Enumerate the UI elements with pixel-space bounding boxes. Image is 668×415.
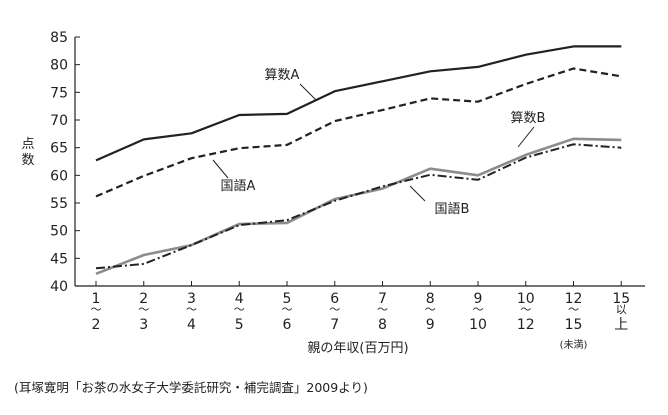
y-tick-label: 75 bbox=[50, 85, 68, 101]
x-tick-label: 6 bbox=[330, 291, 339, 307]
x-tick-label: 1 bbox=[92, 291, 101, 307]
y-tick-label: 45 bbox=[50, 251, 68, 267]
y-tick-label: 65 bbox=[50, 141, 68, 157]
x-tick-label: 2 bbox=[139, 291, 148, 307]
x-tick-label: 4 bbox=[187, 317, 196, 333]
x-tick-label: 9 bbox=[474, 291, 483, 307]
x-tick-label: ～ bbox=[329, 303, 340, 316]
x-tick-label: 5 bbox=[283, 291, 292, 307]
x-tick-label: 以 bbox=[616, 303, 627, 316]
x-tick-label: ～ bbox=[234, 303, 245, 316]
x-tick-label: 8 bbox=[426, 291, 435, 307]
series-label-leader bbox=[299, 83, 317, 101]
series-label: 算数A bbox=[265, 68, 300, 83]
x-tick-label: 7 bbox=[378, 291, 387, 307]
x-tick-label: (未満) bbox=[560, 339, 588, 351]
axes: 404550556065707580851～22～33～44～55～66～77～… bbox=[50, 30, 645, 351]
series-line-4 bbox=[95, 143, 622, 270]
series-label-leader bbox=[517, 126, 535, 148]
y-tick-label: 60 bbox=[50, 168, 68, 184]
x-tick-label: ～ bbox=[91, 303, 102, 316]
x-tick-label: 4 bbox=[235, 291, 244, 307]
series-label: 国語B bbox=[435, 201, 470, 217]
x-tick-label: 9 bbox=[426, 317, 435, 333]
x-tick-label: ～ bbox=[282, 303, 293, 316]
series-label-leader bbox=[212, 159, 229, 179]
x-tick-label: 3 bbox=[139, 317, 148, 333]
series-label-leader bbox=[409, 185, 426, 202]
x-tick-label: 12 bbox=[517, 317, 535, 333]
y-tick-label: 85 bbox=[50, 30, 68, 46]
x-tick-label: ～ bbox=[568, 303, 579, 316]
y-tick-label: 55 bbox=[50, 196, 68, 212]
x-tick-label: 15 bbox=[565, 317, 583, 333]
series-lines bbox=[95, 45, 622, 276]
x-tick-label: 8 bbox=[378, 317, 387, 333]
x-tick-label: 10 bbox=[469, 317, 487, 333]
x-tick-label: 3 bbox=[187, 291, 196, 307]
x-tick-label: 2 bbox=[92, 317, 101, 333]
y-tick-label: 70 bbox=[50, 113, 68, 129]
y-tick-label: 50 bbox=[50, 224, 68, 240]
series-labels: 算数A 国語A 算数B 国語B bbox=[212, 68, 546, 217]
x-tick-label: ～ bbox=[473, 303, 484, 316]
x-tick-label: 上 bbox=[614, 317, 628, 333]
y-axis-label: 点数 bbox=[21, 137, 34, 168]
x-tick-label: 5 bbox=[235, 317, 244, 333]
series-label: 国語A bbox=[221, 178, 256, 194]
x-tick-label: 6 bbox=[283, 317, 292, 333]
x-tick-label: ～ bbox=[425, 303, 436, 316]
series-line-2 bbox=[95, 67, 622, 198]
x-tick-label: 7 bbox=[330, 317, 339, 333]
x-tick-label: ～ bbox=[520, 303, 531, 316]
source-note: (耳塚寛明「お茶の水女子大学委託研究・補完調査」2009より) bbox=[14, 380, 368, 395]
x-tick-label: 12 bbox=[565, 291, 583, 307]
series-label: 算数B bbox=[511, 111, 546, 126]
x-tick-label: ～ bbox=[138, 303, 149, 316]
y-tick-label: 80 bbox=[50, 58, 68, 74]
x-axis-label: 親の年収(百万円) bbox=[307, 341, 408, 356]
series-line-3 bbox=[95, 137, 622, 276]
y-tick-label: 40 bbox=[50, 279, 68, 295]
x-tick-label: ～ bbox=[377, 303, 388, 316]
x-tick-label: 15 bbox=[612, 291, 630, 307]
series-line-1 bbox=[95, 45, 622, 162]
x-tick-label: 10 bbox=[517, 291, 535, 307]
x-tick-label: ～ bbox=[186, 303, 197, 316]
